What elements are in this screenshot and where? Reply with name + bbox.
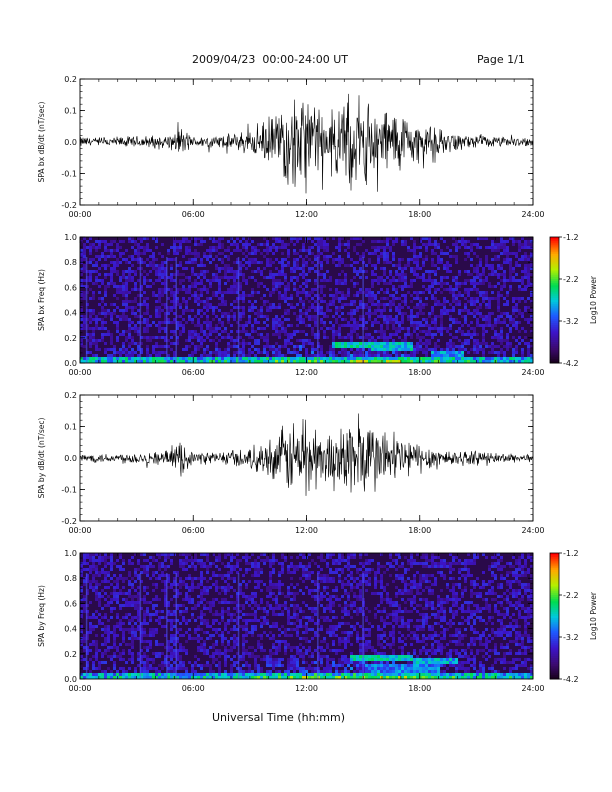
x-tick-label: 06:00 [182, 526, 205, 535]
x-tick-label: 24:00 [521, 368, 544, 377]
x-tick-label: 06:00 [182, 210, 205, 219]
colorbar-title: Log10 Power [589, 275, 598, 324]
y-tick-label: 0.8 [64, 574, 77, 583]
x-tick-label: 12:00 [295, 526, 318, 535]
colorbar-frame [549, 236, 560, 364]
y-tick-label: 0.1 [64, 423, 77, 432]
x-tick-label: 24:00 [521, 684, 544, 693]
x-tick-label: 06:00 [182, 368, 205, 377]
by-freq-panel: -1.2 -2.2 -3.2 -4.2 Log10 Power 0.0 0.2 0.4 0.6 0… [37, 549, 598, 693]
bx-freq-colorbar: -1.2 -2.2 -3.2 -4.2 [549, 233, 579, 368]
y-tick-label: 0.2 [64, 650, 77, 659]
y-tick-label: 0.2 [64, 75, 77, 84]
x-tick-label: 12:00 [295, 210, 318, 219]
by-freq-colorbar: -1.2 -2.2 -3.2 -4.2 [549, 549, 579, 684]
colorbar-tick-label: -3.2 [563, 633, 579, 642]
y-tick-label: 1.0 [64, 233, 77, 242]
colorbar-tick-label: -2.2 [563, 591, 579, 600]
x-tick-label: 18:00 [408, 526, 431, 535]
x-tick-label: 00:00 [68, 368, 91, 377]
x-tick-label: 24:00 [521, 526, 544, 535]
y-tick-label: 0.6 [64, 599, 77, 608]
by-dbdt-panel: -0.2 -0.1 0.0 0.1 0.2 00:00 06:00 12:00 18:00 24:… [37, 391, 545, 535]
y-tick-label: 0.0 [64, 675, 77, 684]
colorbar-frame [549, 552, 560, 680]
x-tick-label: 00:00 [68, 210, 91, 219]
y-tick-label: 0.1 [64, 107, 77, 116]
y-tick-label: -0.1 [61, 486, 77, 495]
waveform-line [79, 413, 534, 496]
y-tick-label: -0.2 [61, 201, 77, 210]
y-tick-label: 0.2 [64, 334, 77, 343]
y-tick-label: 0.8 [64, 258, 77, 267]
x-tick-label: 00:00 [68, 684, 91, 693]
y-tick-label: 0.0 [64, 138, 77, 147]
spectrogram-cells [80, 237, 533, 363]
x-tick-label: 06:00 [182, 684, 205, 693]
waveform-line [79, 93, 534, 194]
bx-dbdt-panel: -0.2 -0.1 0.0 0.1 0.2 00:00 06:00 12:00 18:00 24:… [37, 75, 545, 219]
y-tick-label: 0.6 [64, 283, 77, 292]
x-tick-label: 00:00 [68, 526, 91, 535]
y-tick-label: 0.2 [64, 391, 77, 400]
y-tick-label: 0.0 [64, 359, 77, 368]
colorbar-tick-label: -4.2 [563, 359, 579, 368]
page-title: 2009/04/23 00:00-24:00 UT [192, 53, 349, 66]
y-tick-label: 0.4 [64, 309, 77, 318]
x-tick-label: 18:00 [408, 684, 431, 693]
y-tick-label: 0.4 [64, 625, 77, 634]
colorbar-tick-label: -4.2 [563, 675, 579, 684]
x-tick-label: 12:00 [295, 368, 318, 377]
colorbar-title: Log10 Power [589, 591, 598, 640]
x-tick-label: 18:00 [408, 210, 431, 219]
colorbar-tick-label: -2.2 [563, 275, 579, 284]
y-tick-label: 1.0 [64, 549, 77, 558]
bx-freq-panel: -1.2 -2.2 -3.2 -4.2 Log10 Power 0.0 0.2 0.4 0.6 0… [37, 233, 598, 377]
spectrogram-cells [80, 553, 533, 679]
x-tick-label: 12:00 [295, 684, 318, 693]
x-tick-label: 18:00 [408, 368, 431, 377]
y-axis-title: SPA by Freq (Hz) [37, 585, 46, 647]
y-tick-label: 0.0 [64, 454, 77, 463]
page-number: Page 1/1 [477, 53, 525, 66]
y-axis-title: SPA bx dB/dt (nT/sec) [37, 102, 46, 183]
y-axis-title: SPA by dB/dt (nT/sec) [37, 418, 46, 499]
x-tick-label: 24:00 [521, 210, 544, 219]
y-tick-label: -0.2 [61, 517, 77, 526]
y-axis-title: SPA bx Freq (Hz) [37, 269, 46, 331]
colorbar-tick-label: -1.2 [563, 549, 579, 558]
x-axis-title: Universal Time (hh:mm) [212, 711, 345, 724]
y-tick-label: -0.1 [61, 170, 77, 179]
colorbar-tick-label: -1.2 [563, 233, 579, 242]
colorbar-tick-label: -3.2 [563, 317, 579, 326]
